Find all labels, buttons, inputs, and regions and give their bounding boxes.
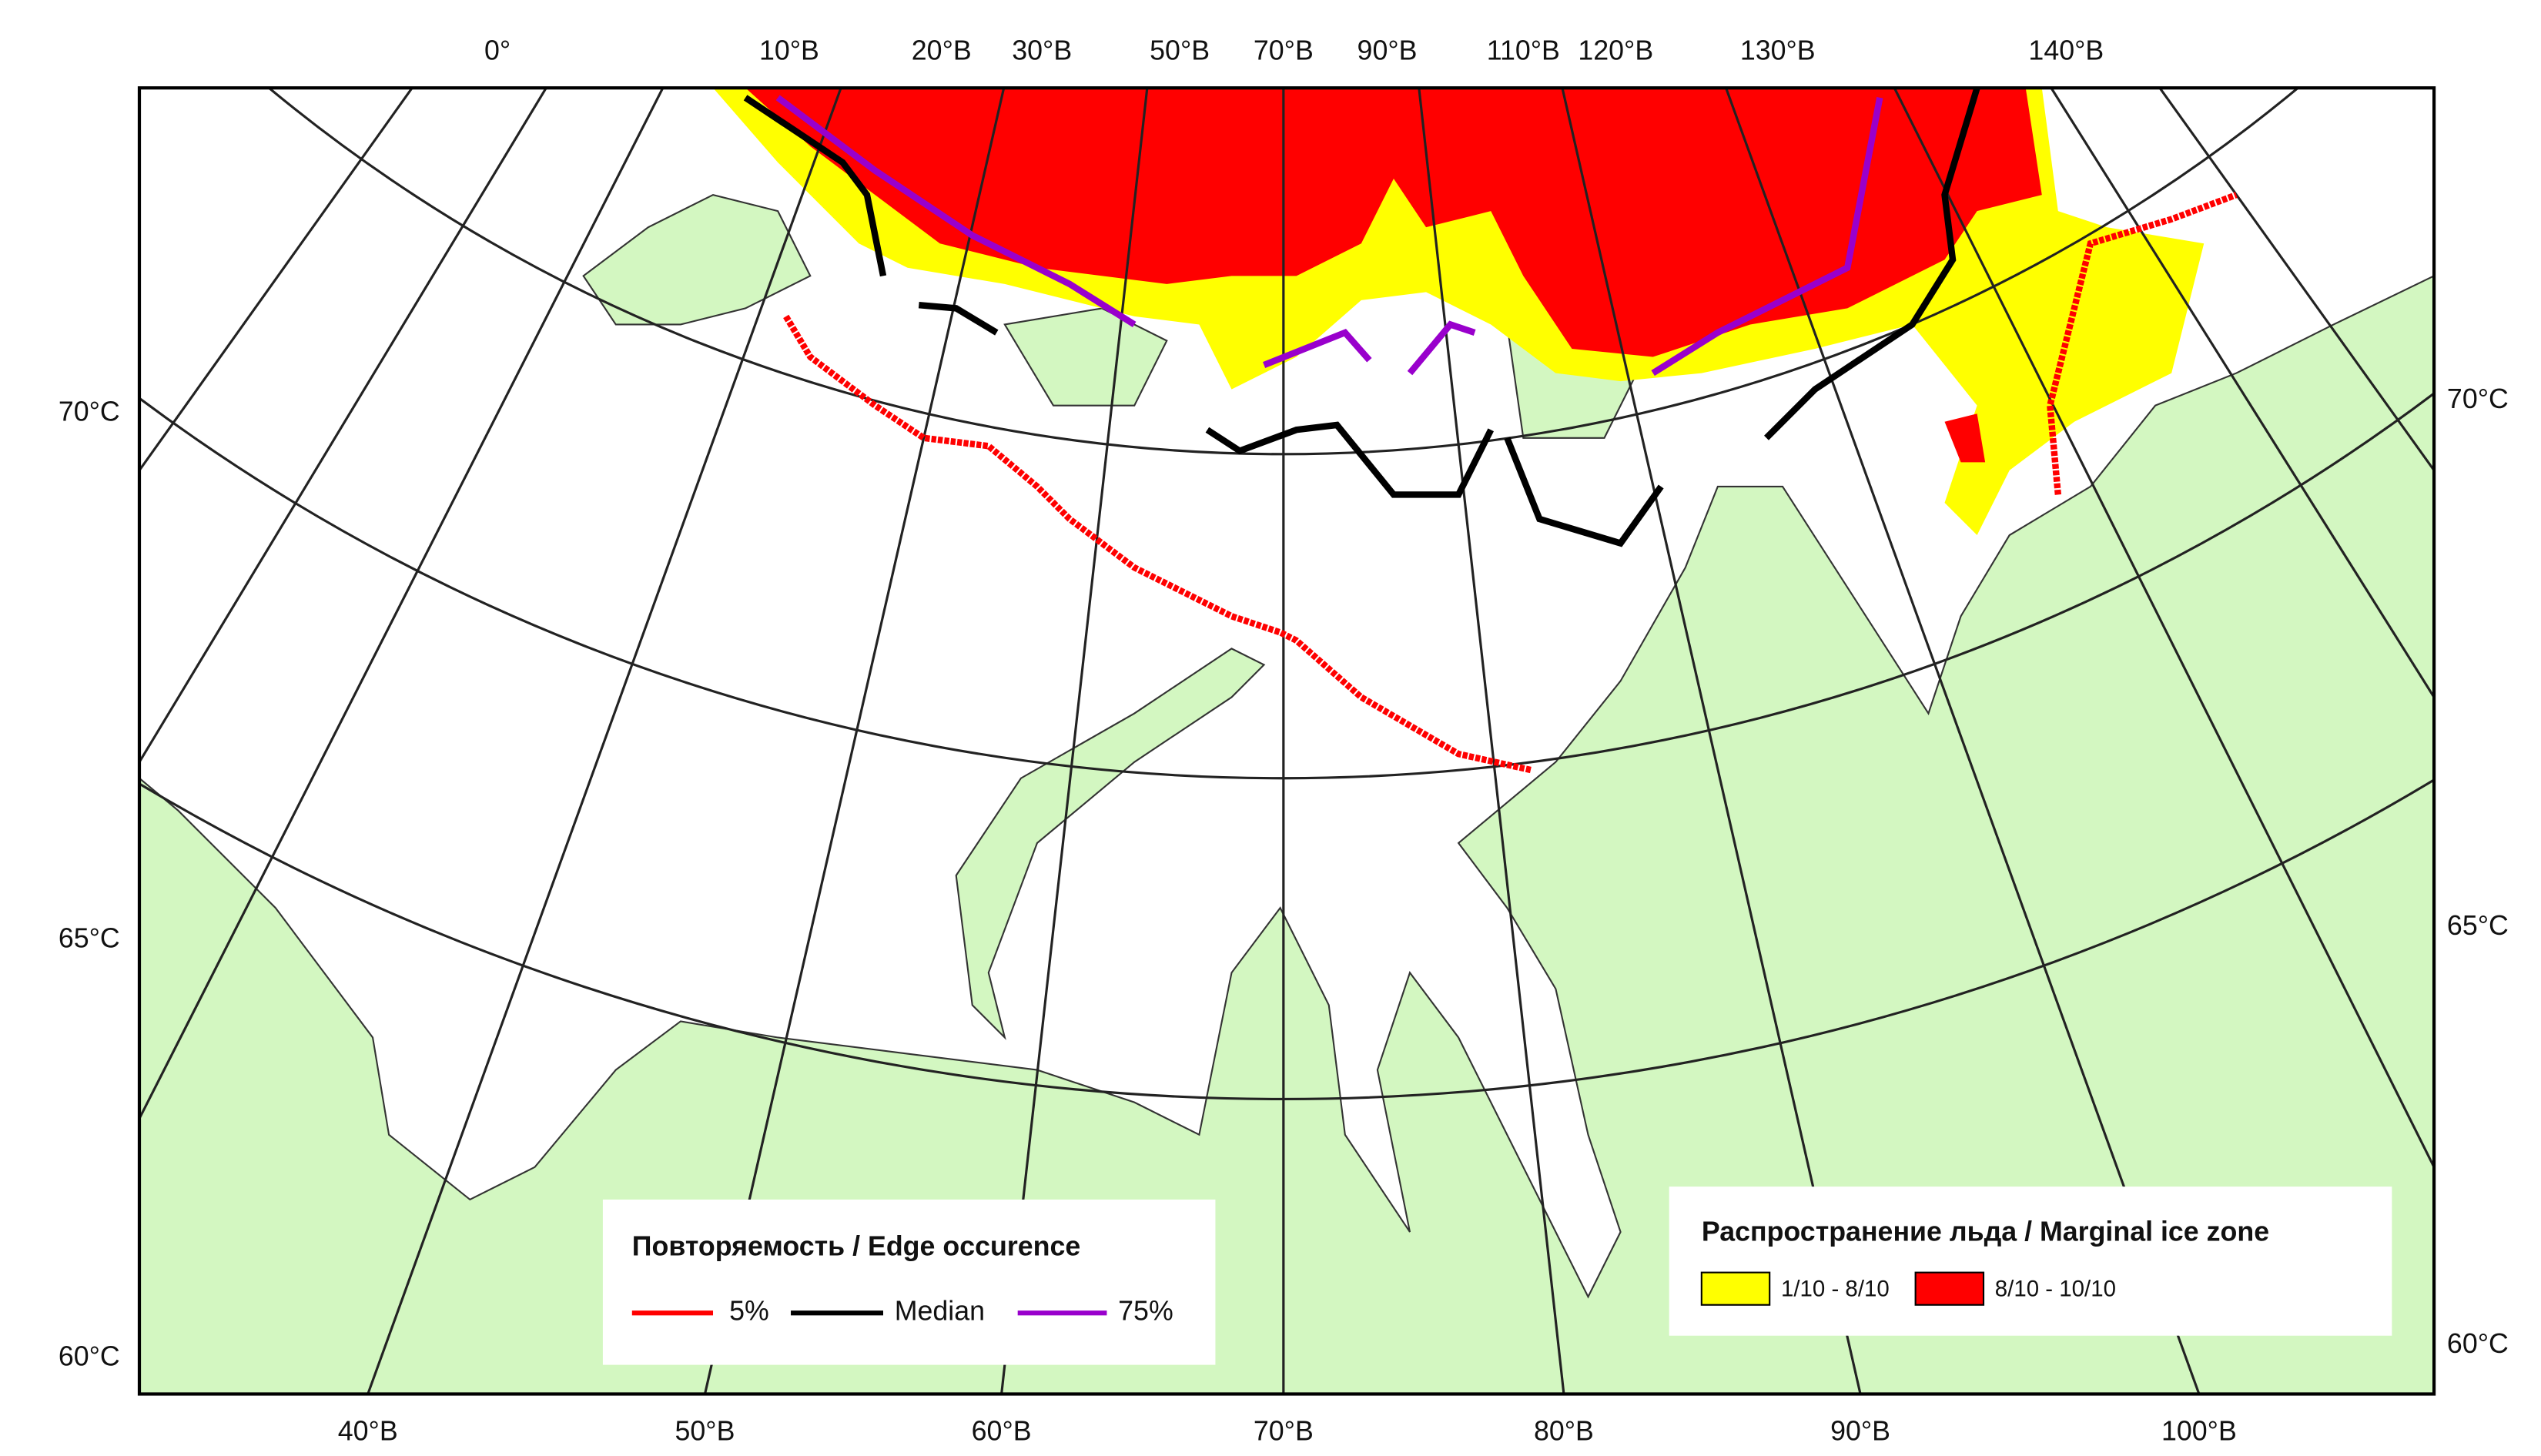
legend-swatch: [1700, 1271, 1771, 1306]
top-lon-label: 10°В: [759, 35, 819, 65]
top-lon-label: 140°В: [2028, 35, 2104, 65]
left-lat-label: 60°С: [59, 1341, 120, 1372]
ice-8-10: [745, 88, 2042, 357]
legend-label: 8/10 - 10/10: [1995, 1277, 2116, 1302]
edge-5pct: [783, 314, 1532, 774]
right-lat-label: 70°С: [2447, 383, 2509, 414]
top-lon-label: 110°В: [1487, 35, 1560, 65]
bottom-lon-label: 90°В: [1830, 1415, 1890, 1446]
legend-label: Median: [895, 1296, 985, 1327]
edge-median: [743, 88, 1980, 547]
novaya-zemlya: [955, 648, 1266, 1040]
right-lat-label: 65°С: [2447, 910, 2509, 941]
top-lon-label: 120°В: [1578, 35, 1653, 65]
sea: [139, 88, 2435, 1299]
legend-label: 1/10 - 8/10: [1781, 1277, 1890, 1302]
ice-8-10-patch: [1944, 413, 1986, 463]
legend-label: 75%: [1118, 1296, 1173, 1327]
edge-5pct-east: [2047, 192, 2238, 495]
graticule: [139, 88, 2435, 1394]
top-lon-label: 50°В: [1150, 35, 1210, 65]
graticule-labels: 0° 10°В 20°В 30°В 50°В 70°В 90°В 110°В 120°В 130°…: [59, 35, 2509, 1446]
top-lon-label: 70°В: [1254, 35, 1314, 65]
map-frame: [137, 86, 2436, 1396]
bottom-lon-label: 70°В: [1254, 1415, 1314, 1446]
franz-josef-land: [1003, 307, 1168, 407]
left-lat-label: 65°С: [59, 923, 120, 954]
top-lon-label: 20°В: [912, 35, 972, 65]
top-lon-label: 30°В: [1012, 35, 1072, 65]
right-lat-label: 60°С: [2447, 1328, 2509, 1359]
legend-title: Повторяемость / Edge occurence: [632, 1231, 1080, 1262]
bottom-lon-label: 40°В: [338, 1415, 398, 1446]
top-lon-label: 90°В: [1358, 35, 1418, 65]
left-lat-label: 70°С: [59, 397, 120, 427]
legend-box: [1669, 1187, 2392, 1336]
bottom-lon-label: 50°В: [675, 1415, 735, 1446]
legend-ice: Распространение льда / Marginal ice zone…: [1669, 1187, 2392, 1336]
top-lon-label: 130°В: [1740, 35, 1816, 65]
legend-edge: Повторяемость / Edge occurence 5% Median…: [602, 1199, 1216, 1365]
legend-swatch: [1914, 1271, 1985, 1306]
top-lon-label: 0°: [484, 35, 511, 65]
edge-75pct: [775, 95, 1883, 377]
legend-box: [602, 1199, 1216, 1365]
bottom-lon-label: 60°В: [972, 1415, 1032, 1446]
map-body: [139, 88, 2435, 1394]
bottom-lon-label: 100°В: [2161, 1415, 2237, 1446]
legend-title: Распространение льда / Marginal ice zone: [1702, 1217, 2269, 1247]
legend-label: 5%: [729, 1296, 769, 1327]
svalbard: [582, 193, 812, 326]
bottom-lon-label: 80°В: [1534, 1415, 1594, 1446]
